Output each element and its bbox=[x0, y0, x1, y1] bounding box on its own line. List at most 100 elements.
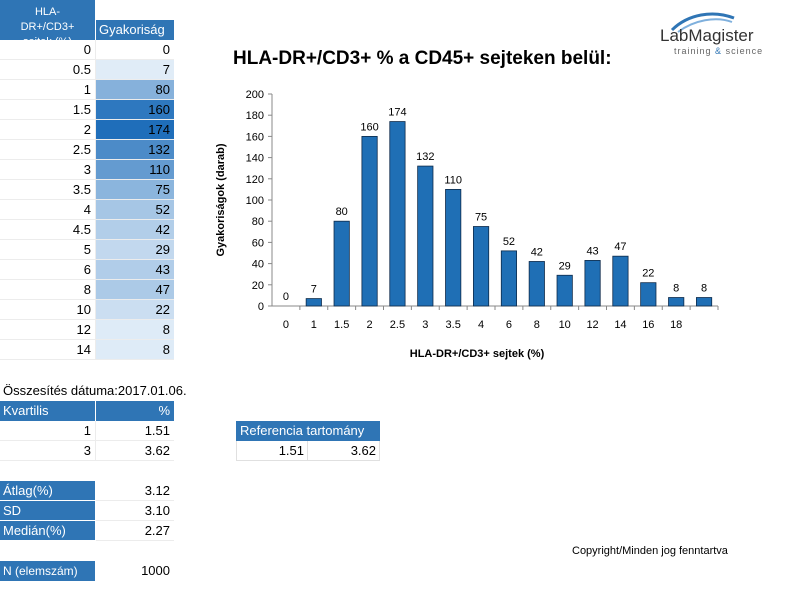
x-tick-label: 12 bbox=[586, 319, 598, 331]
freq-x-cell: 12 bbox=[0, 320, 96, 340]
quartile-value: 1.51 bbox=[96, 421, 174, 441]
quartile-header-col1: Kvartilis bbox=[0, 401, 96, 421]
x-tick-label: 3 bbox=[422, 319, 428, 331]
freq-x-cell: 2 bbox=[0, 120, 96, 140]
copyright: Copyright/Minden jog fenntartva bbox=[572, 545, 728, 557]
stat-label: Medián(%) bbox=[0, 521, 96, 541]
freq-value-cell: 7 bbox=[96, 60, 174, 80]
freq-x-cell: 1 bbox=[0, 80, 96, 100]
freq-x-cell: 4.5 bbox=[0, 220, 96, 240]
bar-data-label: 132 bbox=[416, 151, 434, 163]
freq-value-cell: 52 bbox=[96, 200, 174, 220]
logo: LabMagister training & science bbox=[660, 8, 762, 56]
x-tick-label: 14 bbox=[614, 319, 626, 331]
bar bbox=[417, 165, 434, 307]
stats-table: Átlag(%) 3.12 SD 3.10 Medián(%) 2.27 bbox=[0, 481, 174, 541]
freq-table-row: 3.5 75 bbox=[0, 180, 174, 200]
frequency-table: HLA-DR+/CD3+ sejtek (%) Gyakoriság 0 0 0.5… bbox=[0, 0, 174, 362]
freq-table-row: 2 174 bbox=[0, 120, 174, 140]
freq-value-cell: 80 bbox=[96, 80, 174, 100]
x-tick-label: 6 bbox=[506, 319, 512, 331]
bar bbox=[472, 226, 490, 307]
y-tick-label: 40 bbox=[252, 259, 264, 271]
n-row: N (elemszám) 1000 bbox=[0, 561, 174, 581]
bar-data-label: 8 bbox=[701, 283, 707, 295]
freq-value-cell: 110 bbox=[96, 160, 174, 180]
stat-value: 3.12 bbox=[96, 481, 174, 501]
stat-row: Átlag(%) 3.12 bbox=[0, 481, 174, 501]
freq-x-cell: 3.5 bbox=[0, 180, 96, 200]
x-tick-label: 8 bbox=[534, 319, 540, 331]
logo-main-text: LabMagister bbox=[660, 26, 754, 45]
bar-data-label: 110 bbox=[444, 174, 462, 186]
reference-range-table: Referencia tartomány 1.51 3.62 bbox=[236, 421, 380, 461]
freq-value-cell: 174 bbox=[96, 120, 174, 140]
freq-x-cell: 0 bbox=[0, 40, 96, 60]
x-tick-label: 2.5 bbox=[390, 319, 405, 331]
summary-date: Összesítés dátuma:2017.01.06. bbox=[3, 383, 187, 398]
quartile-table: Kvartilis % 1 1.51 3 3.62 bbox=[0, 401, 174, 461]
y-axis-label: Gyakoriságok (darab) bbox=[215, 143, 227, 256]
reference-high: 3.62 bbox=[308, 441, 380, 461]
freq-value-cell: 0 bbox=[96, 40, 174, 60]
freq-value-cell: 8 bbox=[96, 340, 174, 360]
x-tick-label: 10 bbox=[559, 319, 571, 331]
n-label: N (elemszám) bbox=[0, 561, 96, 581]
bar-data-label: 47 bbox=[614, 241, 626, 253]
freq-value-cell: 47 bbox=[96, 280, 174, 300]
n-value: 1000 bbox=[141, 563, 170, 578]
stat-label: SD bbox=[0, 501, 96, 521]
freq-table-row: 3 110 bbox=[0, 160, 174, 180]
x-tick-label: 1.5 bbox=[334, 319, 349, 331]
bar-data-label: 22 bbox=[642, 268, 654, 280]
y-tick-label: 180 bbox=[246, 110, 264, 122]
y-tick-label: 160 bbox=[246, 131, 264, 143]
y-tick-label: 20 bbox=[252, 280, 264, 292]
freq-table-row: 4 52 bbox=[0, 200, 174, 220]
stat-label: Átlag(%) bbox=[0, 481, 96, 501]
quartile-number: 1 bbox=[0, 421, 96, 441]
x-tick-label: 0 bbox=[283, 319, 289, 331]
freq-value-cell: 132 bbox=[96, 140, 174, 160]
freq-value-cell: 43 bbox=[96, 260, 174, 280]
bar bbox=[305, 298, 322, 307]
stat-row: Medián(%) 2.27 bbox=[0, 521, 174, 541]
y-tick-label: 0 bbox=[258, 301, 264, 313]
freq-x-cell: 3 bbox=[0, 160, 96, 180]
bar bbox=[528, 261, 545, 307]
freq-table-row: 1.5 160 bbox=[0, 100, 174, 120]
x-tick-label: 2 bbox=[367, 319, 373, 331]
bar bbox=[445, 188, 462, 307]
freq-table-row: 2.5 132 bbox=[0, 140, 174, 160]
x-tick-label: 16 bbox=[642, 319, 654, 331]
freq-x-cell: 0.5 bbox=[0, 60, 96, 80]
freq-value-cell: 22 bbox=[96, 300, 174, 320]
bar-data-label: 43 bbox=[586, 245, 598, 257]
freq-table-row: 8 47 bbox=[0, 280, 174, 300]
stat-row: SD 3.10 bbox=[0, 501, 174, 521]
freq-table-row: 14 8 bbox=[0, 340, 174, 360]
x-tick-label: 1 bbox=[311, 319, 317, 331]
bar bbox=[556, 274, 573, 307]
bar bbox=[695, 297, 713, 307]
bar bbox=[389, 121, 406, 307]
freq-header-col2: Gyakoriság bbox=[96, 20, 174, 40]
freq-x-cell: 14 bbox=[0, 340, 96, 360]
freq-x-cell: 1.5 bbox=[0, 100, 96, 120]
freq-value-cell: 42 bbox=[96, 220, 174, 240]
freq-value-cell: 29 bbox=[96, 240, 174, 260]
freq-x-cell: 8 bbox=[0, 280, 96, 300]
freq-header-col1: HLA-DR+/CD3+ sejtek (%) bbox=[0, 0, 96, 48]
freq-x-cell: 4 bbox=[0, 200, 96, 220]
quartile-header-col2: % bbox=[96, 401, 174, 421]
x-tick-label: 3.5 bbox=[446, 319, 461, 331]
stat-value: 3.10 bbox=[96, 501, 174, 521]
quartile-number: 3 bbox=[0, 441, 96, 461]
x-tick-label: 18 bbox=[670, 319, 682, 331]
bar-data-label: 160 bbox=[360, 121, 378, 133]
freq-x-cell: 2.5 bbox=[0, 140, 96, 160]
x-axis-label: HLA-DR+/CD3+ sejtek (%) bbox=[410, 348, 545, 360]
bar-data-label: 75 bbox=[475, 212, 487, 224]
